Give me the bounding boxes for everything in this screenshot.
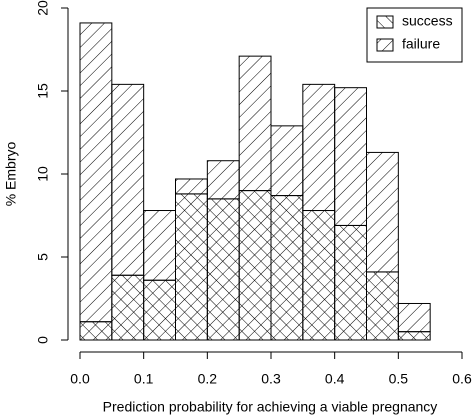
x-tick-label: 0.4	[325, 371, 345, 387]
x-tick-label: 0.5	[389, 371, 409, 387]
legend-label: failure	[402, 36, 440, 52]
x-tick-label: 0.1	[134, 371, 154, 387]
legend-label: success	[402, 13, 453, 29]
bar-segment	[397, 302, 431, 333]
x-tick-label: 0.2	[198, 371, 218, 387]
bar-segment	[79, 22, 113, 323]
bar-segment	[270, 125, 304, 197]
bar-segment	[334, 87, 367, 226]
y-tick-label: 5	[35, 253, 51, 261]
y-tick-label: 15	[35, 83, 51, 99]
y-tick-label: 20	[35, 0, 51, 16]
bar-segment	[302, 83, 336, 212]
bar-segment	[238, 190, 272, 341]
bar-segment	[397, 331, 431, 341]
bar-segment	[111, 274, 145, 341]
bar-segment	[143, 210, 177, 281]
legend-swatch	[376, 15, 394, 29]
bar-segment	[175, 178, 208, 195]
bar-segment	[111, 83, 145, 276]
y-axis-label: % Embryo	[3, 142, 19, 207]
bar-segment	[143, 279, 177, 341]
bar-segment	[175, 193, 208, 341]
bar-segment	[270, 195, 304, 341]
bar-segment	[206, 160, 240, 200]
bar-segment	[334, 224, 367, 341]
bar-segment	[79, 321, 113, 341]
y-tick-label: 10	[35, 166, 51, 182]
x-tick-label: 0.6	[452, 371, 472, 387]
x-axis-label: Prediction probability for achieving a v…	[103, 399, 438, 415]
bar-segment	[302, 210, 336, 341]
bar-segment	[206, 198, 240, 341]
bar-segment	[366, 151, 399, 273]
y-tick-label: 0	[35, 336, 51, 344]
x-tick-label: 0.3	[261, 371, 281, 387]
bar-segment	[238, 55, 272, 192]
x-tick-label: 0.0	[70, 371, 90, 387]
bar-segment	[366, 271, 399, 341]
legend-swatch	[376, 38, 394, 52]
